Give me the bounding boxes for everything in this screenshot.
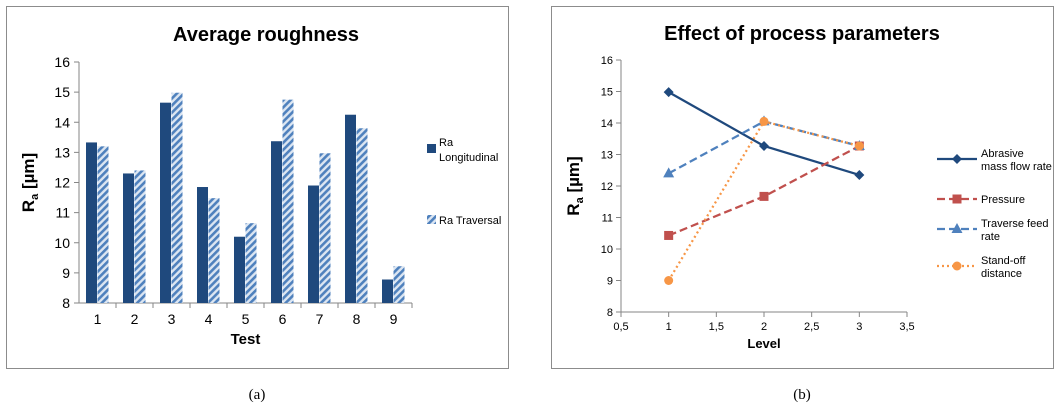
bar-traversal xyxy=(97,146,109,303)
legend-label: mass flow rate xyxy=(981,161,1052,173)
legend-label: Longitudinal xyxy=(439,152,498,164)
legend-label: rate xyxy=(981,231,1000,243)
data-point-triangle xyxy=(663,167,675,178)
bar-traversal xyxy=(319,153,331,303)
legend-label: Stand-off xyxy=(981,255,1026,267)
bar-traversal xyxy=(282,99,294,303)
caption-b: (b) xyxy=(793,387,811,403)
bar-traversal xyxy=(171,92,183,303)
bar-longitudinal xyxy=(160,102,171,303)
x-tick-label: 3,5 xyxy=(899,321,914,333)
y-tick-label: 13 xyxy=(601,150,613,162)
x-tick-label: 9 xyxy=(390,311,398,327)
y-tick-label: 16 xyxy=(601,55,613,67)
x-tick-label: 4 xyxy=(205,311,213,327)
legend-label: Ra Traversal xyxy=(439,215,501,227)
x-tick-label: 3 xyxy=(168,311,176,327)
y-axis-label: Ra [µm] xyxy=(564,156,586,215)
bar-traversal xyxy=(393,266,405,303)
y-tick-label: 14 xyxy=(601,118,613,130)
x-tick-label: 1 xyxy=(94,311,102,327)
legend-label: Ra xyxy=(439,137,454,149)
bar-longitudinal xyxy=(123,173,134,303)
bar-longitudinal xyxy=(382,279,393,303)
x-tick-label: 0,5 xyxy=(613,321,628,333)
y-tick-label: 12 xyxy=(601,181,613,193)
x-tick-label: 2 xyxy=(761,321,767,333)
chart-title: Average roughness xyxy=(173,24,359,46)
roughness-bar-chart-panel: Average roughness 8 9 10 11 12 13 14 15 16 1 2 3 4 5 6 7… xyxy=(6,6,509,369)
y-tick-label: 9 xyxy=(62,265,70,281)
chart-title: Effect of process parameters xyxy=(664,23,940,45)
bar-longitudinal xyxy=(271,141,282,303)
x-tick-label: 2,5 xyxy=(804,321,819,333)
y-tick-label: 15 xyxy=(54,84,70,100)
x-tick-label: 1 xyxy=(666,321,672,333)
x-tick-label: 2 xyxy=(131,311,139,327)
process-parameters-line-chart-panel: Effect of process parameters 8 9 10 11 12 13 14… xyxy=(551,6,1054,369)
bar-traversal xyxy=(134,170,146,303)
bar-traversal xyxy=(208,198,220,303)
data-point-circle xyxy=(664,276,674,285)
legend-label: distance xyxy=(981,268,1022,280)
y-axis-label: Ra [µm] xyxy=(19,153,41,212)
legend-label: Traverse feed xyxy=(981,218,1048,230)
bar-traversal xyxy=(245,223,257,303)
y-tick-label: 8 xyxy=(62,295,70,311)
legend-label: Pressure xyxy=(981,194,1025,206)
data-point-diamond xyxy=(759,140,769,151)
series-line xyxy=(668,145,860,237)
y-tick-label: 15 xyxy=(601,87,613,99)
data-point-circle xyxy=(854,141,864,151)
bar-longitudinal xyxy=(86,142,97,303)
legend-marker xyxy=(951,223,963,233)
bar-longitudinal xyxy=(345,114,356,303)
data-point-square xyxy=(664,230,674,240)
legend-swatch xyxy=(427,215,436,224)
y-tick-label: 13 xyxy=(54,144,70,160)
y-tick-label: 14 xyxy=(54,114,70,130)
y-tick-label: 11 xyxy=(602,213,613,225)
bar-longitudinal xyxy=(197,187,208,303)
legend-label: Abrasive xyxy=(981,148,1024,160)
y-tick-label: 12 xyxy=(54,175,70,191)
series-line xyxy=(668,91,860,177)
legend-marker xyxy=(952,154,962,164)
y-tick-label: 8 xyxy=(607,307,613,319)
y-tick-label: 11 xyxy=(55,205,70,221)
y-tick-label: 16 xyxy=(54,54,70,70)
bar-longitudinal xyxy=(234,236,245,303)
x-tick-label: 8 xyxy=(353,311,361,327)
x-axis-label: Level xyxy=(747,336,780,351)
x-tick-label: 3 xyxy=(856,321,862,333)
data-point-square xyxy=(759,191,769,201)
legend-swatch xyxy=(427,144,436,153)
x-tick-label: 5 xyxy=(242,311,250,327)
y-tick-label: 10 xyxy=(54,235,70,251)
y-tick-label: 10 xyxy=(601,244,613,256)
process-parameters-line-chart: Effect of process parameters891011121314… xyxy=(564,23,1052,351)
data-point-diamond xyxy=(854,169,865,180)
x-tick-label: 1,5 xyxy=(709,321,724,333)
y-tick-label: 9 xyxy=(607,276,613,288)
data-point-circle xyxy=(759,116,769,126)
x-axis-label: Test xyxy=(231,331,261,348)
x-tick-label: 7 xyxy=(316,311,324,327)
bar-longitudinal xyxy=(308,185,319,303)
legend-marker xyxy=(952,194,962,204)
data-point-diamond xyxy=(663,87,674,98)
bar-traversal xyxy=(356,128,368,303)
x-tick-label: 6 xyxy=(279,311,287,327)
caption-a: (a) xyxy=(248,387,266,403)
legend-marker xyxy=(952,261,962,271)
